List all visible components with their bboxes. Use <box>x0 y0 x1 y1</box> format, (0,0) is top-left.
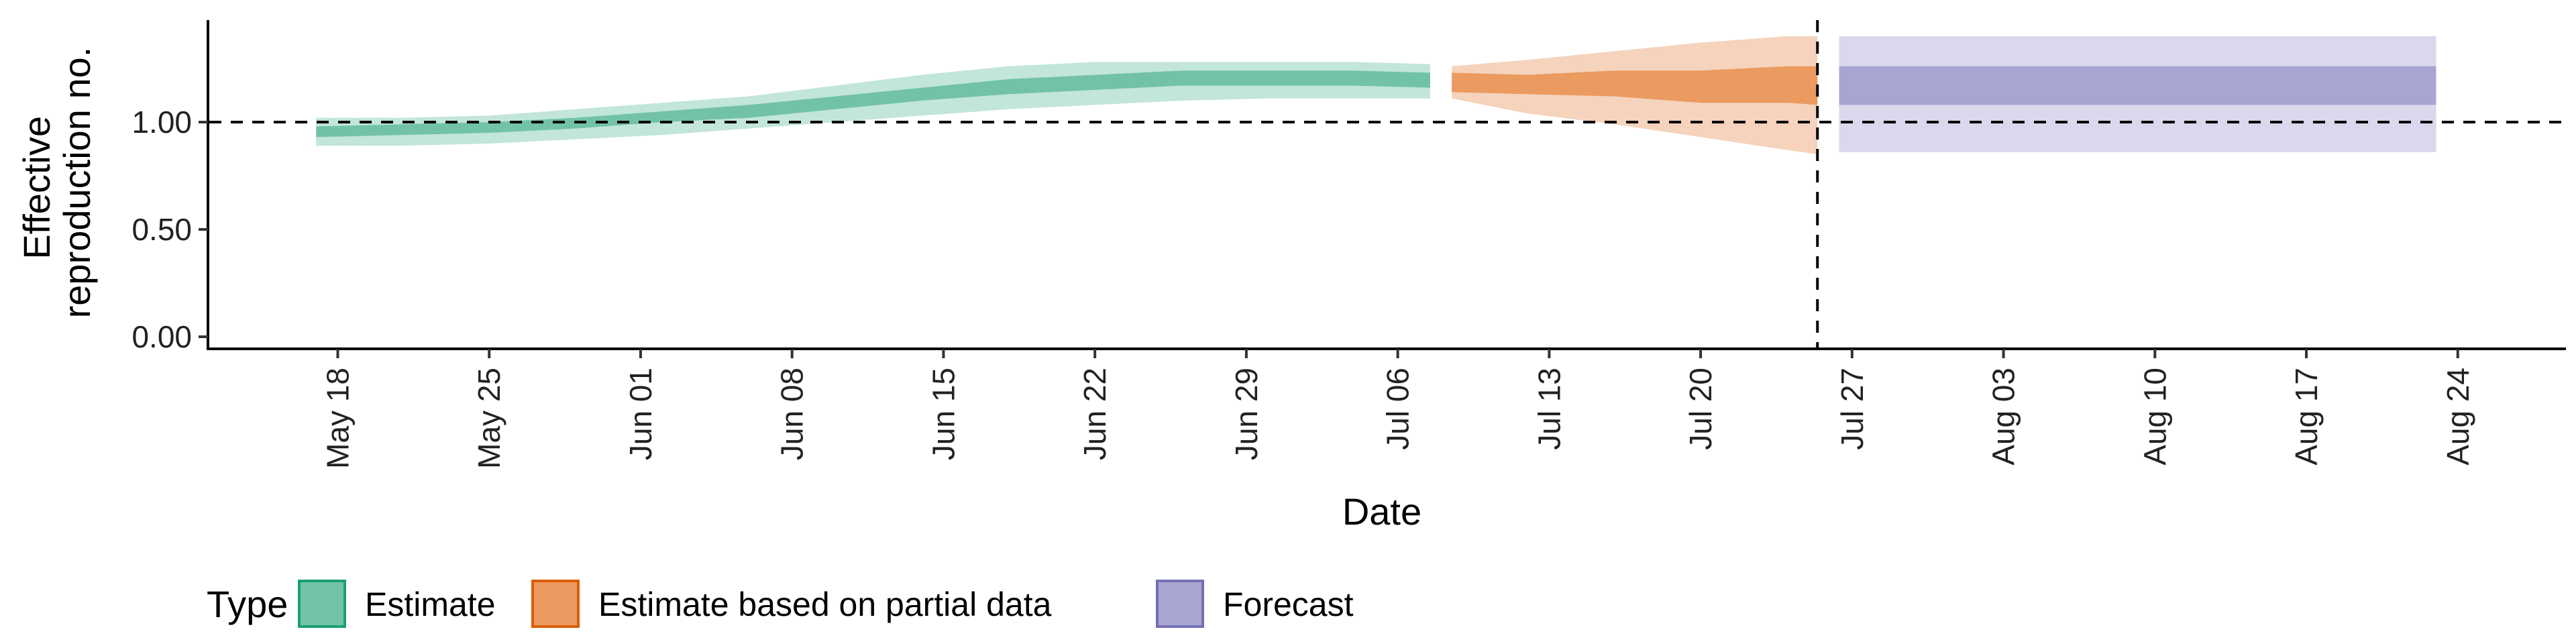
y-tick-label: 0.50 <box>131 212 192 247</box>
x-tick-label: Jun 15 <box>926 368 961 460</box>
x-tick-label: Jul 13 <box>1532 368 1566 450</box>
legend-swatch-estimate <box>298 580 346 628</box>
y-tick-label: 0.00 <box>131 319 192 354</box>
estimate-based-on-partial-data-inner-band <box>1452 66 1818 105</box>
x-axis-title: Date <box>1342 490 1421 533</box>
y-axis-ticks: 0.00 0.50 1.00 <box>131 105 208 354</box>
axes <box>207 20 2566 350</box>
x-tick-label: Jul 27 <box>1835 368 1870 450</box>
y-axis-title: Effective reproduction no. <box>15 47 98 319</box>
x-tick-label: Jun 01 <box>623 368 658 460</box>
legend-swatch-forecast <box>1156 580 1204 628</box>
x-tick-label: Aug 17 <box>2289 368 2324 466</box>
x-tick-label: Jun 08 <box>775 368 810 460</box>
x-tick-label: May 18 <box>320 368 355 469</box>
y-axis-title-line-2: reproduction no. <box>56 47 98 319</box>
legend-label-estimate-based-on-partial-data: Estimate based on partial data <box>598 586 1052 623</box>
legend-title: Type <box>207 583 288 625</box>
x-tick-label: Aug 24 <box>2440 368 2475 466</box>
x-tick-label: Aug 03 <box>1986 368 2021 466</box>
x-tick-label: Jun 29 <box>1229 368 1264 460</box>
legend-label-estimate: Estimate <box>365 586 496 623</box>
x-tick-label: Aug 10 <box>2137 368 2172 466</box>
x-tick-label: Jul 20 <box>1683 368 1718 450</box>
estimate-inner-band <box>316 70 1431 138</box>
x-tick-label: Jul 06 <box>1381 368 1415 450</box>
legend: Type Estimate Estimate based on partial d… <box>207 580 1354 628</box>
y-axis-title-line-1: Effective <box>15 116 58 260</box>
legend-label-forecast: Forecast <box>1223 586 1354 623</box>
x-tick-label: May 25 <box>472 368 506 469</box>
x-axis-ticks: May 18 May 25 Jun 01 Jun 08 Jun 15 Jun 22 Jun … <box>320 349 2475 469</box>
legend-swatch-estimate-based-on-partial-data <box>531 580 580 628</box>
forecast-inner-band <box>1839 66 2436 105</box>
uncertainty-bands <box>316 36 2436 154</box>
y-tick-label: 1.00 <box>131 105 192 140</box>
x-tick-label: Jun 22 <box>1077 368 1112 460</box>
